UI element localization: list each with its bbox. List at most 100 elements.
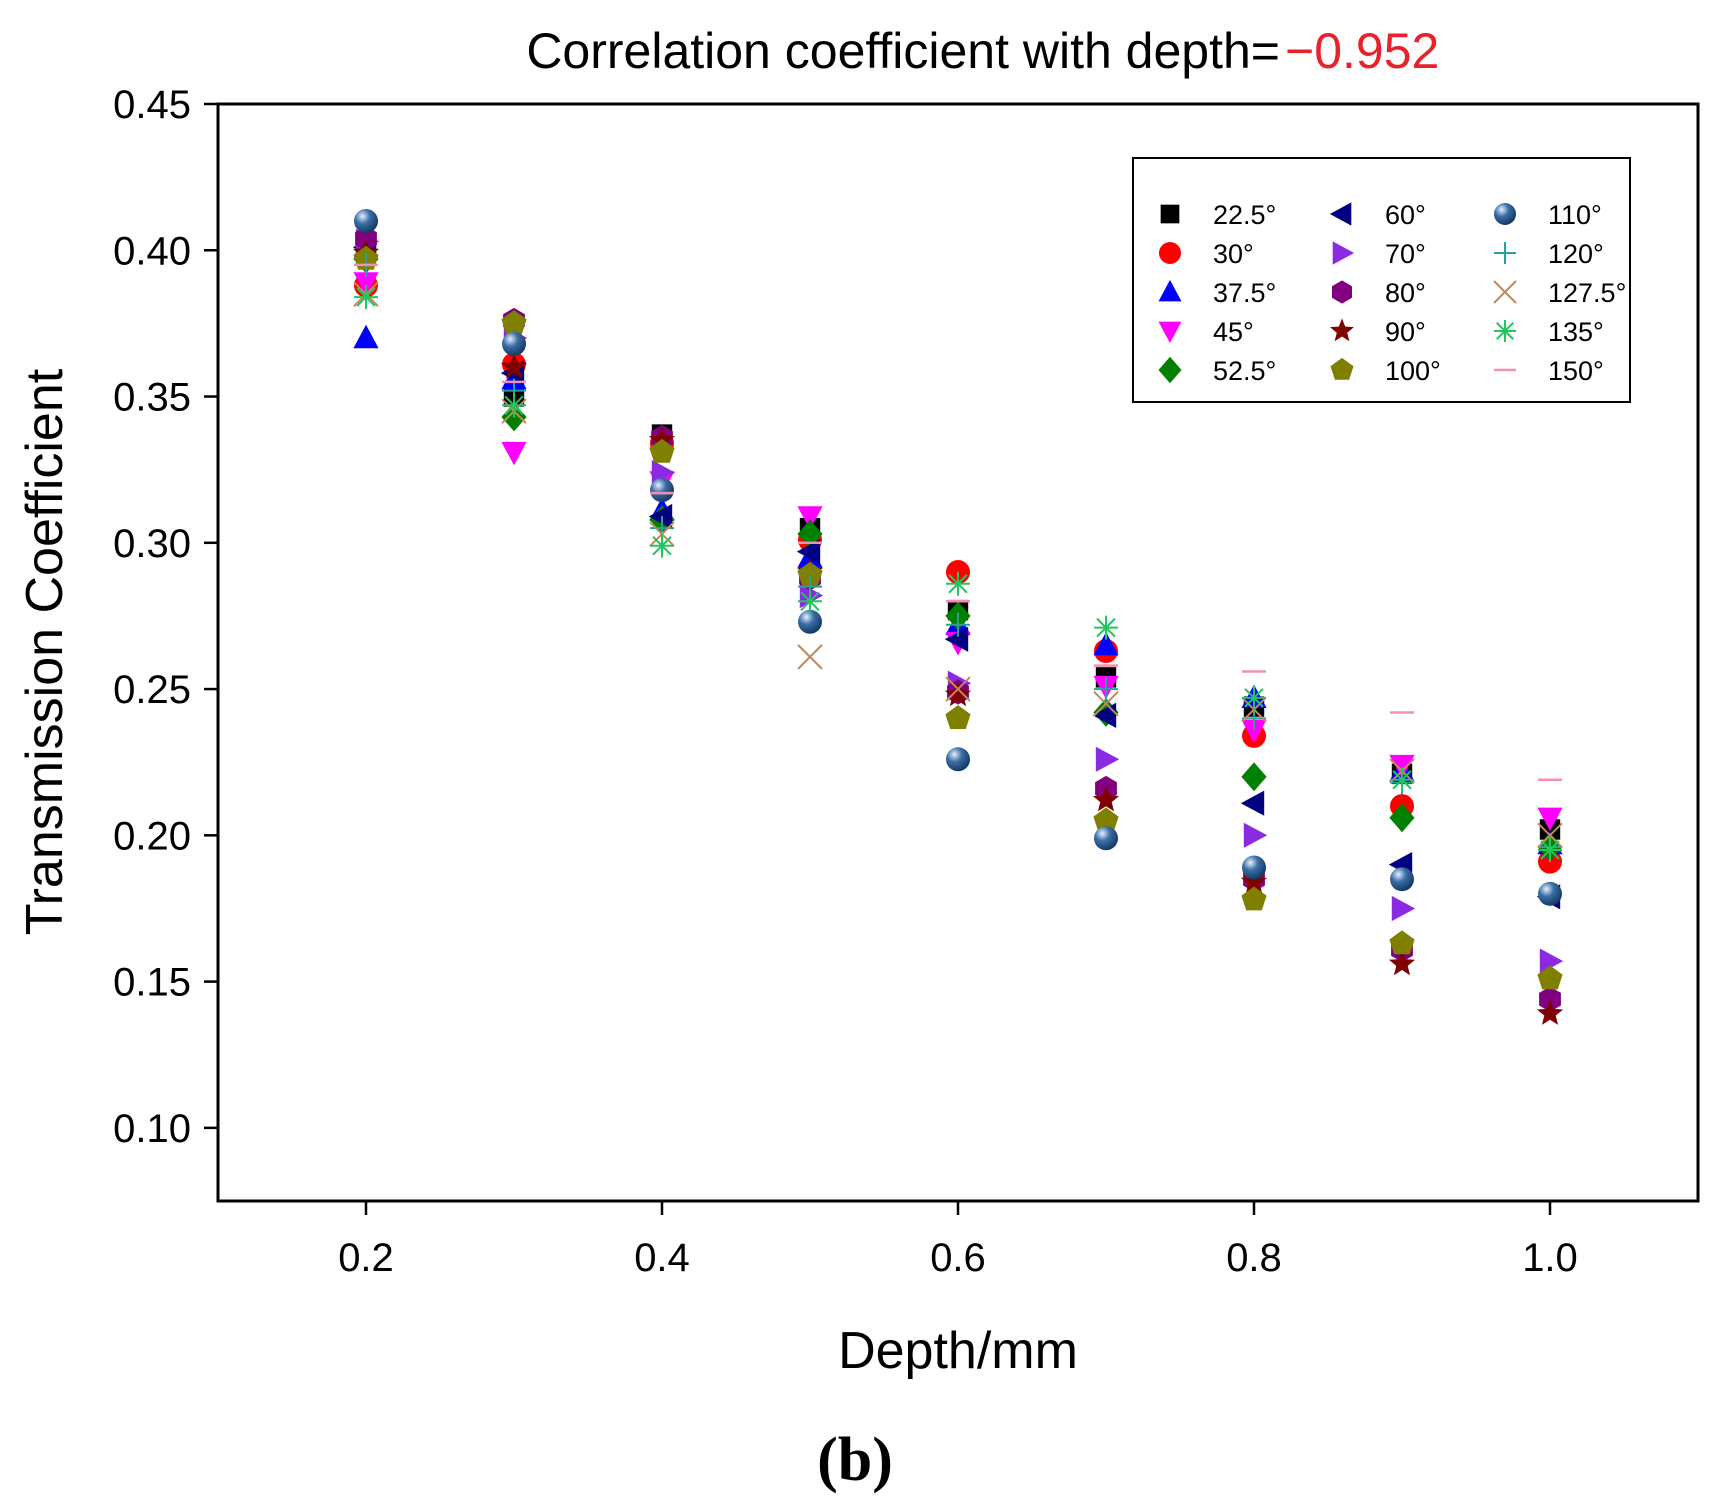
legend-label: 135° — [1548, 317, 1604, 347]
x-axis: 0.2 0.4 0.6 0.8 1.0 — [338, 1201, 1578, 1280]
legend-box — [1132, 157, 1631, 403]
legend-item: 100° — [1330, 356, 1441, 386]
y-tick-label: 0.25 — [113, 668, 191, 712]
data-point-plus — [946, 612, 970, 637]
data-point-pentagon — [501, 310, 527, 335]
legend-marker-triangle-right — [1332, 241, 1355, 265]
data-point-star — [944, 681, 972, 707]
x-tick-label: 1.0 — [1522, 1236, 1578, 1280]
data-point-triangle-down — [1389, 754, 1415, 779]
data-point-triangle-right — [1539, 948, 1564, 974]
legend-item: 70° — [1332, 239, 1426, 269]
legend-item: 60° — [1329, 200, 1426, 230]
data-point-triangle-left — [796, 539, 821, 565]
legend: 22.5° 30° 37.5° 45° 52.5° 60° 70° 80° 90° 100° 110… — [1132, 157, 1631, 403]
data-point-sphere — [502, 331, 526, 356]
data-point-triangle-down — [1241, 719, 1267, 744]
x-tick-label: 0.2 — [338, 1236, 394, 1280]
data-point-star — [1092, 786, 1120, 812]
data-point-sphere — [650, 478, 674, 503]
data-point-triangle-up — [1093, 632, 1119, 656]
x-tick-label: 0.4 — [634, 1236, 690, 1280]
x-axis-label: Depth/mm — [838, 1322, 1078, 1380]
legend-item: 135° — [1494, 317, 1604, 347]
legend-marker-hexagon — [1332, 280, 1352, 304]
data-point-pentagon — [1537, 965, 1563, 990]
y-tick-label: 0.15 — [113, 961, 191, 1005]
data-point-star — [1240, 868, 1268, 894]
data-point-asterisk — [1390, 767, 1414, 792]
legend-marker-asterisk — [1494, 320, 1516, 342]
data-point-star — [1536, 1000, 1564, 1025]
data-point-diamond — [1389, 803, 1415, 833]
data-point-sphere — [798, 609, 822, 634]
legend-marker-diamond — [1158, 356, 1182, 384]
data-point-pentagon — [1241, 886, 1267, 911]
data-point-asterisk — [354, 285, 378, 310]
data-point-x — [945, 676, 971, 702]
legend-marker-square — [1160, 204, 1180, 224]
title-text: Correlation coefficient with depth= — [526, 23, 1280, 79]
data-point-triangle-left — [1240, 790, 1265, 816]
legend-label: 70° — [1385, 239, 1426, 269]
data-point-asterisk — [946, 571, 970, 596]
legend-item: 120° — [1494, 239, 1604, 269]
legend-marker-triangle-down — [1158, 321, 1182, 344]
data-point-x — [797, 644, 823, 670]
legend-label: 45° — [1213, 317, 1254, 347]
data-point-pentagon — [945, 705, 971, 729]
correlation-value: −0.952 — [1285, 23, 1439, 79]
y-axis-label: Transmission Coefficient — [16, 368, 74, 935]
data-point-triangle-down — [797, 506, 823, 530]
y-tick-label: 0.45 — [113, 83, 191, 127]
data-point-asterisk — [1094, 615, 1118, 640]
legend-label: 110° — [1548, 200, 1602, 230]
data-point-plus — [1094, 677, 1118, 702]
data-point-triangle-left — [648, 503, 673, 530]
legend-label: 127.5° — [1548, 278, 1626, 308]
data-point-diamond — [1241, 762, 1267, 792]
legend-marker-triangle-left — [1329, 202, 1352, 226]
data-point-triangle-right — [1243, 822, 1268, 848]
legend-item: 45° — [1158, 317, 1254, 347]
legend-marker-x — [1493, 280, 1517, 304]
x-tick-label: 0.6 — [930, 1236, 986, 1280]
data-point-asterisk — [1538, 837, 1562, 862]
legend-item: 52.5° — [1158, 356, 1276, 386]
data-point-sphere — [946, 747, 970, 772]
legend-label: 80° — [1385, 278, 1426, 308]
data-point-triangle-right — [1391, 895, 1416, 922]
data-point-sphere — [354, 209, 378, 234]
y-tick-label: 0.40 — [113, 229, 191, 273]
data-point-triangle-left — [944, 626, 969, 652]
legend-item: 22.5° — [1160, 200, 1276, 230]
y-tick-label: 0.30 — [113, 522, 191, 566]
data-point-sphere — [1538, 881, 1562, 906]
legend-marker-star — [1330, 318, 1354, 342]
data-point-sphere — [1242, 855, 1266, 880]
x-tick-label: 0.8 — [1226, 1236, 1282, 1280]
data-point-hexagon — [1539, 986, 1561, 1012]
legend-item: 37.5° — [1158, 278, 1276, 308]
data-point-triangle-right — [1095, 746, 1120, 772]
legend-marker-triangle-up — [1158, 279, 1182, 302]
data-point-sphere — [1094, 826, 1118, 851]
legend-label: 22.5° — [1213, 200, 1276, 230]
legend-label: 37.5° — [1213, 278, 1276, 308]
legend-item: 30° — [1159, 239, 1254, 269]
y-tick-label: 0.20 — [113, 814, 191, 858]
legend-item: 90° — [1330, 317, 1426, 347]
data-point-pentagon — [797, 561, 823, 586]
y-tick-label: 0.10 — [113, 1107, 191, 1151]
legend-item: 110° — [1494, 200, 1602, 230]
y-axis: 0.10 0.15 0.20 0.25 0.30 0.35 0.40 0.45 — [113, 83, 218, 1151]
data-point-asterisk — [798, 589, 822, 614]
data-point-sphere — [1390, 867, 1414, 892]
data-point-star — [1388, 950, 1416, 976]
legend-marker-plus — [1494, 242, 1516, 264]
data-point-asterisk — [502, 393, 526, 418]
data-points — [352, 209, 1564, 1025]
data-point-pentagon — [649, 438, 675, 463]
legend-label: 60° — [1385, 200, 1426, 230]
data-point-star — [500, 353, 528, 379]
